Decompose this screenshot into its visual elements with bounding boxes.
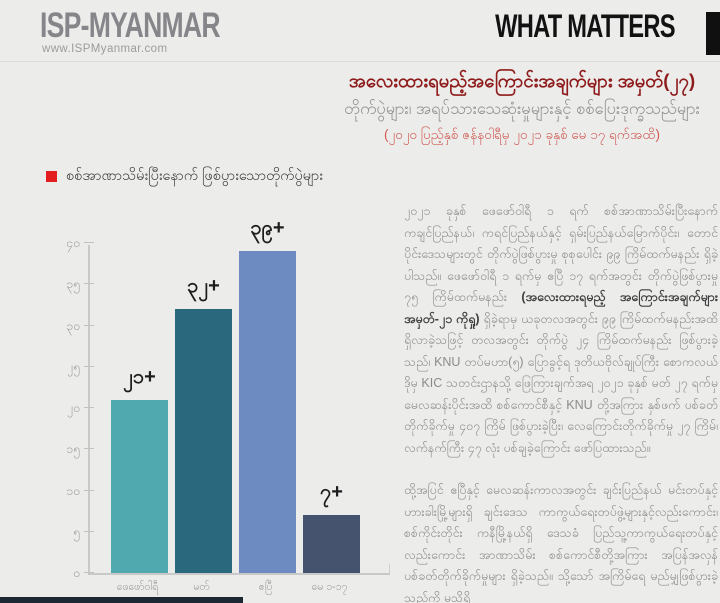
y-axis-tick-label: ၃၅ — [65, 277, 80, 292]
title-block: အလေးထားရမည့်အကြောင်းအချက်များ အမှတ်(၂၇) … — [326, 66, 718, 146]
header-divider — [0, 61, 720, 62]
bar-value-label: ၃၉+ — [250, 217, 285, 240]
brand-block — [706, 12, 720, 55]
legend-square-icon — [46, 171, 57, 182]
bar-column: ၇+ — [303, 481, 360, 573]
y-axis-tick-mark — [84, 572, 94, 573]
bar-column: ၃၉+ — [239, 217, 296, 573]
chart-legend: စစ်အာဏာသိမ်းပြီးနောက် ဖြစ်ပွားသောတိုက်ပွ… — [46, 167, 323, 188]
article-p1-start: ၂၀၂၁ ခုနှစ် ဖေဖော်ဝါရီ ၁ ရက် စစ်အာဏာသိမ်… — [404, 204, 718, 304]
y-axis-tick-label: ၂၀ — [66, 401, 80, 415]
article-p1-end: ရှိခဲ့ရာမှ ယခုတလအတွင်း ၉၉ ကြိမ်ထက်မနည်းအ… — [404, 311, 718, 455]
bar — [303, 515, 360, 573]
page-title: အလေးထားရမည့်အကြောင်းအချက်များ အမှတ်(၂၇) — [348, 70, 696, 91]
y-axis-tick-label: ၁၅ — [65, 442, 80, 457]
isp-myanmar-logo: ISP-MYANMAR — [40, 6, 221, 45]
article-paragraph-2: ထို့အပြင် ဧပြီနှင့် မေလဆန်းကာလအတွင်း ချင… — [404, 483, 718, 603]
date-range: (၂၀၂၀ ပြည့်နှစ် ဇန်နဝါရီမှ ၂၀၂၁ ခုနှစ် မ… — [384, 127, 660, 142]
y-axis-tick-mark — [84, 530, 94, 532]
bar-column: ၂၁+ — [111, 366, 168, 573]
y-axis-tick-mark — [84, 283, 94, 285]
x-axis-labels: ဖေဖော်ဝါရီ မတ် ဧပြီ မေ ၁-၁၇ — [109, 581, 358, 596]
bar-column: ၃၂+ — [175, 275, 232, 573]
y-axis-tick-mark — [84, 242, 94, 243]
y-axis-tick-label: ၅ — [72, 524, 80, 539]
x-axis-category-label: မတ် — [193, 581, 210, 593]
page-subtitle: တိုက်ပွဲများ၊ အရပ်သားသေဆုံးမှုများနှင့် … — [344, 100, 700, 118]
footer-accent-bar — [0, 597, 243, 603]
y-axis-tick-label: ၁၀ — [65, 483, 80, 498]
bar — [175, 309, 232, 573]
article-column: ၂၀၂၁ ခုနှစ် ဖေဖော်ဝါရီ ၁ ရက် စစ်အာဏာသိမ်… — [404, 201, 718, 603]
y-axis-tick-label: ၃၀ — [65, 318, 80, 333]
y-axis-tick-mark — [84, 324, 94, 326]
y-axis-tick-mark — [84, 407, 94, 408]
y-axis-tick-label: ၄၀ — [65, 236, 80, 250]
bar-value-label: ၃၂+ — [187, 275, 220, 297]
x-axis-end-tick — [389, 564, 390, 573]
y-axis-tick-label: ၂၅ — [66, 359, 80, 374]
x-axis-category-label: ဖေဖော်ဝါရီ — [116, 581, 159, 593]
y-axis-tick-label: ၀ — [72, 566, 80, 580]
bar — [111, 399, 168, 573]
bar-value-label: ၇+ — [320, 481, 343, 504]
y-axis-tick-mark — [84, 365, 94, 367]
bars-row: ၂၁+ ၃၂+ ၃၉+ ၇+ — [111, 217, 360, 573]
y-axis-tick-mark — [84, 448, 94, 450]
legend-label: စစ်အာဏာသိမ်းပြီးနောက် ဖြစ်ပွားသောတိုက်ပွ… — [66, 168, 323, 184]
y-axis-tick-mark — [84, 489, 94, 491]
article-p1-reference: (အလေးထားရမည့် အကြောင်းအချက်များ အမှတ်-၂၁… — [404, 290, 718, 326]
series-title: WHAT MATTERS — [495, 8, 675, 44]
bar-chart-plot: ၂၁+ ၃၂+ ၃၉+ ၇+ ၀ ၅ ၁၀ ၁၅ ၂၀ ၂၅ ၃၀ ၃၅ ၄၀ — [66, 217, 390, 580]
bar-value-label: ၂၁+ — [123, 365, 156, 388]
bar — [239, 251, 296, 573]
x-axis-category-label: ဧပြီ — [258, 581, 273, 593]
article-paragraph-1: ၂၀၂၁ ခုနှစ် ဖေဖော်ဝါရီ ၁ ရက် စစ်အာဏာသိမ်… — [404, 201, 718, 459]
x-axis-category-label: မေ ၁-၁၇ — [311, 581, 348, 593]
logo-url-link[interactable]: www.ISPMyanmar.com — [42, 43, 168, 55]
